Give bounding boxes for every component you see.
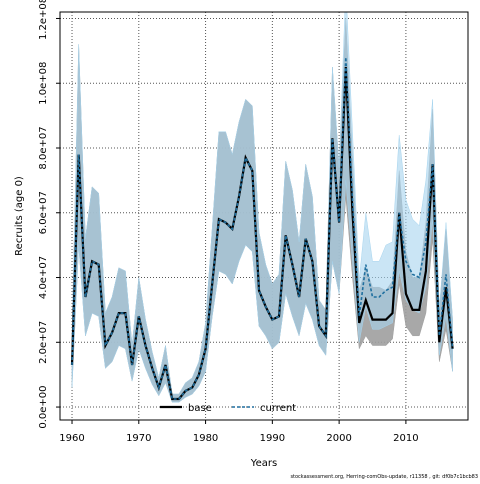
x-axis-label: Years [250,458,277,469]
x-tick-label-1: 1970 [126,433,151,444]
x-tick-label-4: 2000 [326,433,351,444]
y-tick-label-5: 1.0e+08 [38,62,49,105]
x-tick-label-5: 2010 [393,433,418,444]
y-tick-label-0: 0.0e+00 [38,385,49,428]
legend-label-current: current [260,403,296,414]
y-tick-label-4: 8.0e+07 [38,126,49,169]
y-axis: 0.0e+00 2.0e+07 4.0e+07 6.0e+07 8.0e+07 1.0e+… [38,0,60,429]
x-axis: 1960 1970 1980 1990 2000 2010 [59,420,419,444]
legend: base current [160,403,296,414]
y-axis-label: Recruits (age 0) [14,176,25,256]
series-lines [70,57,454,401]
y-tick-label-1: 2.0e+07 [38,321,49,364]
y-tick-label-3: 6.0e+07 [38,191,49,234]
y-tick-label-2: 4.0e+07 [38,256,49,299]
legend-label-base: base [188,403,212,414]
x-tick-label-2: 1980 [193,433,218,444]
plot-frame [59,11,469,421]
y-tick-label-6: 1.2e+08 [38,0,49,40]
footer-note: stockassessment.org, Herring-comObs-upda… [290,474,478,480]
line-current [71,57,454,400]
x-tick-label-3: 1990 [260,433,285,444]
x-tick-label-0: 1960 [59,433,84,444]
